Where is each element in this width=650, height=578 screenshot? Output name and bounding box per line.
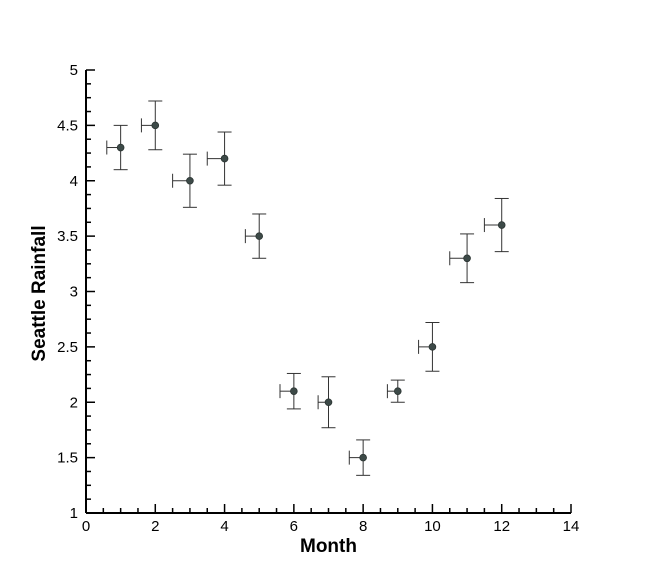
- y-tick-label: 2.5: [57, 339, 78, 356]
- x-tick-label: 4: [220, 518, 228, 535]
- errorbar: [140, 100, 163, 151]
- data-point: [324, 398, 333, 407]
- errorbar: [317, 376, 336, 429]
- x-tick-label: 2: [151, 518, 159, 535]
- x-tick-label: 12: [493, 518, 510, 535]
- x-tick-label: 8: [359, 518, 367, 535]
- x-tick-label: 10: [424, 518, 441, 535]
- points-layer: [116, 121, 506, 462]
- data-point: [497, 221, 506, 229]
- y-axis-title: Seattle Rainfall: [29, 225, 50, 361]
- data-point: [428, 343, 437, 351]
- data-point: [359, 453, 367, 462]
- y-tick-label: 3: [70, 284, 78, 301]
- y-tick-label: 1: [70, 505, 78, 522]
- x-tick-label: 0: [82, 518, 90, 535]
- y-tick-label: 4: [70, 173, 78, 190]
- y-tick-label: 5: [70, 62, 78, 79]
- y-tick-label: 1.5: [57, 450, 78, 467]
- data-point: [220, 154, 229, 163]
- x-axis-title: Month: [300, 536, 357, 557]
- y-tick-label: 3.5: [57, 228, 78, 245]
- data-point: [116, 143, 125, 152]
- errorbars-layer: [106, 100, 509, 476]
- data-point: [255, 232, 264, 240]
- x-tick-label: 6: [290, 518, 298, 535]
- y-tick-label: 4.5: [57, 117, 78, 134]
- x-tick-label: 14: [563, 518, 580, 535]
- y-tick-label: 2: [70, 394, 78, 411]
- data-point: [463, 254, 471, 263]
- data-point: [290, 387, 298, 395]
- data-point: [151, 121, 160, 130]
- data-point: [393, 387, 402, 395]
- ticks-layer: 0 2 4 6 8 10 12 14 1 1.5 2 2.5 3 3.5 4 4.5 5: [57, 62, 579, 535]
- data-point: [186, 176, 194, 185]
